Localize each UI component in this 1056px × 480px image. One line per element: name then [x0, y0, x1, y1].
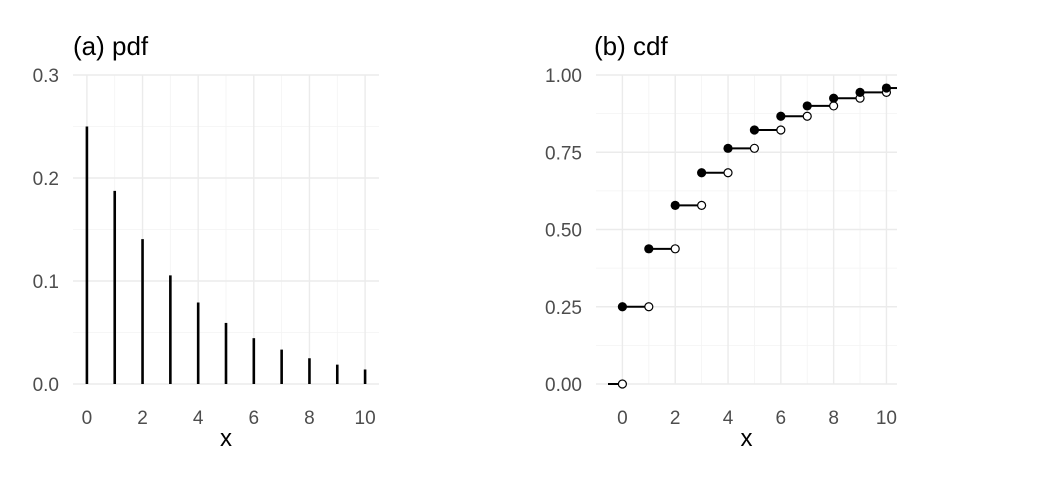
cdf-filled-point: [776, 111, 786, 121]
cdf-x-axis-label: x: [741, 425, 753, 452]
x-tick-label: 4: [723, 408, 734, 429]
x-tick-label: 2: [137, 408, 148, 429]
y-tick-label: 0.2: [33, 169, 59, 190]
cdf-open-point: [749, 143, 760, 153]
x-tick-label: 2: [670, 408, 681, 429]
cdf-steps: [608, 83, 897, 389]
x-tick-label: 0: [617, 408, 628, 429]
pdf-x-axis-label: x: [220, 425, 232, 452]
pdf-title: (a) pdf: [73, 31, 149, 61]
pdf-panel: 0 2 4 6 8 10 0.0 0.1 0.2 0.3 (a) pdf x: [33, 31, 379, 452]
x-tick-label: 6: [249, 408, 260, 429]
cdf-open-point: [644, 302, 654, 312]
cdf-filled-point: [829, 93, 839, 103]
cdf-filled-point: [697, 168, 707, 178]
cdf-title: (b) cdf: [594, 31, 668, 61]
y-tick-label: 0.3: [33, 66, 59, 87]
y-tick-label: 0.1: [33, 272, 59, 293]
cdf-filled-point: [617, 302, 628, 312]
cdf-tick-labels: 0 2 4 6 8 10 0.00 0.25 0.50 0.75 1.00: [545, 66, 897, 429]
y-tick-label: 1.00: [545, 66, 582, 87]
y-tick-label: 0.25: [545, 298, 582, 319]
x-tick-label: 10: [876, 408, 897, 429]
cdf-grid: [596, 74, 897, 385]
pdf-bars: [85, 126, 367, 384]
x-tick-label: 4: [193, 408, 204, 429]
y-tick-label: 0.0: [33, 375, 59, 396]
x-tick-label: 0: [82, 408, 93, 429]
cdf-filled-point: [855, 87, 865, 97]
cdf-filled-point: [644, 244, 654, 254]
pdf-tick-labels: 0 2 4 6 8 10 0.0 0.1 0.2 0.3: [33, 66, 376, 429]
x-tick-label: 8: [304, 408, 315, 429]
cdf-open-point: [670, 244, 680, 254]
cdf-filled-point: [749, 125, 760, 135]
cdf-filled-point: [723, 143, 733, 153]
cdf-filled-point: [802, 101, 812, 111]
y-tick-label: 0.50: [545, 221, 582, 242]
cdf-filled-point: [881, 83, 892, 93]
cdf-open-point: [723, 168, 733, 178]
cdf-filled-point: [670, 200, 680, 210]
cdf-open-point: [829, 101, 839, 111]
cdf-open-point: [776, 125, 786, 135]
cdf-open-point: [697, 200, 707, 210]
x-tick-label: 10: [355, 408, 376, 429]
pdf-grid: [73, 74, 379, 385]
cdf-panel: 0 2 4 6 8 10 0.00 0.25 0.50 0.75 1.00 (b) cdf x: [545, 31, 897, 452]
cdf-open-point: [802, 111, 812, 121]
x-tick-label: 6: [776, 408, 787, 429]
cdf-open-point: [617, 379, 628, 389]
y-tick-label: 0.75: [545, 143, 582, 164]
x-tick-label: 8: [828, 408, 839, 429]
y-tick-label: 0.00: [545, 375, 582, 396]
